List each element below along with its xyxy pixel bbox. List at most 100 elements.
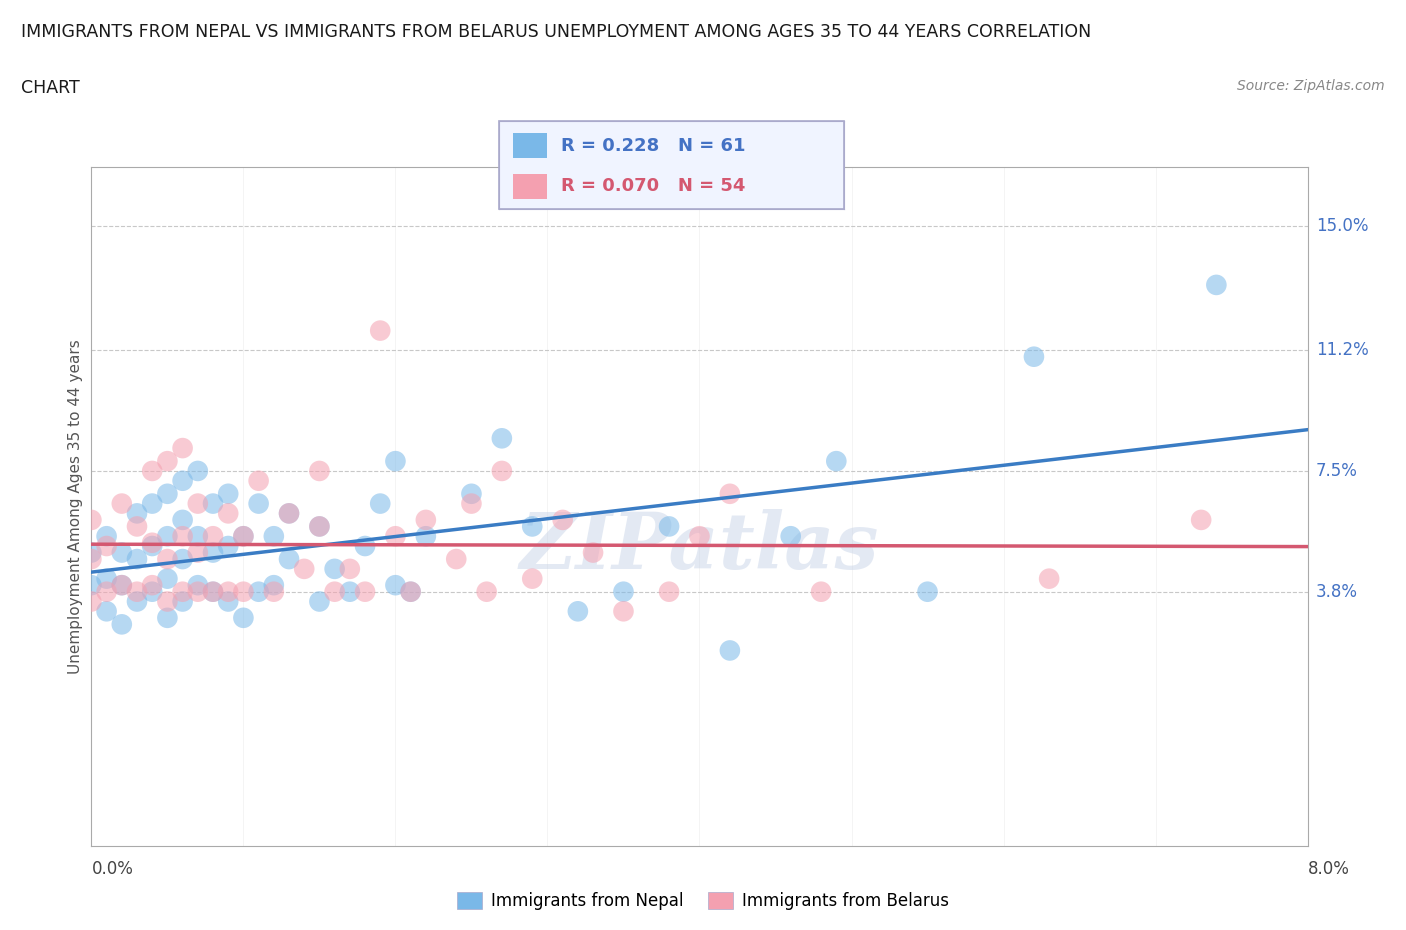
Point — [522, 519, 544, 534]
Point — [247, 584, 270, 599]
Point — [323, 562, 346, 577]
Point — [187, 463, 209, 478]
Bar — [513, 174, 547, 199]
Point — [658, 584, 681, 599]
Point — [156, 594, 179, 609]
Point — [718, 486, 741, 501]
Text: 15.0%: 15.0% — [1316, 217, 1368, 235]
Point — [217, 486, 239, 501]
Point — [1038, 571, 1060, 586]
Point — [217, 584, 239, 599]
Point — [278, 506, 301, 521]
Text: 11.2%: 11.2% — [1316, 341, 1369, 359]
Point — [172, 594, 194, 609]
Text: ZIPatlas: ZIPatlas — [520, 510, 879, 586]
Text: 0.0%: 0.0% — [91, 860, 134, 878]
Text: 8.0%: 8.0% — [1308, 860, 1350, 878]
Point — [111, 578, 134, 592]
Point — [1189, 512, 1212, 527]
Point — [187, 578, 209, 592]
Point — [567, 604, 589, 618]
Point — [217, 506, 239, 521]
Point — [172, 441, 194, 456]
Point — [247, 496, 270, 511]
Point — [172, 584, 194, 599]
Point — [172, 529, 194, 544]
Point — [368, 496, 391, 511]
Point — [308, 519, 330, 534]
Point — [308, 594, 330, 609]
Point — [125, 594, 148, 609]
Point — [415, 512, 437, 527]
Point — [339, 562, 361, 577]
Point — [917, 584, 939, 599]
Point — [111, 617, 134, 631]
Point — [399, 584, 422, 599]
Point — [217, 538, 239, 553]
Bar — [513, 133, 547, 158]
Point — [612, 604, 634, 618]
Point — [96, 584, 118, 599]
Point — [263, 529, 285, 544]
Point — [1205, 277, 1227, 292]
Point — [96, 571, 118, 586]
Point — [172, 551, 194, 566]
Point — [217, 594, 239, 609]
Point — [368, 323, 391, 338]
Point — [339, 584, 361, 599]
Point — [263, 578, 285, 592]
Point — [384, 578, 406, 592]
Point — [415, 529, 437, 544]
Text: CHART: CHART — [21, 79, 80, 97]
Point — [582, 545, 605, 560]
Point — [202, 529, 225, 544]
Point — [80, 545, 103, 560]
Point — [399, 584, 422, 599]
Point — [263, 584, 285, 599]
Point — [172, 473, 194, 488]
Point — [187, 584, 209, 599]
Point — [278, 551, 301, 566]
Point — [187, 529, 209, 544]
Text: IMMIGRANTS FROM NEPAL VS IMMIGRANTS FROM BELARUS UNEMPLOYMENT AMONG AGES 35 TO 4: IMMIGRANTS FROM NEPAL VS IMMIGRANTS FROM… — [21, 23, 1091, 41]
Text: 3.8%: 3.8% — [1316, 583, 1358, 601]
Point — [491, 431, 513, 445]
Legend: Immigrants from Nepal, Immigrants from Belarus: Immigrants from Nepal, Immigrants from B… — [451, 885, 955, 917]
Point — [125, 551, 148, 566]
Point — [141, 538, 163, 553]
Point — [491, 463, 513, 478]
Point — [80, 551, 103, 566]
Point — [187, 545, 209, 560]
Point — [384, 529, 406, 544]
Point — [141, 496, 163, 511]
Point — [658, 519, 681, 534]
Point — [688, 529, 710, 544]
Text: R = 0.070   N = 54: R = 0.070 N = 54 — [561, 178, 745, 195]
Point — [460, 486, 482, 501]
Point — [308, 463, 330, 478]
Point — [202, 545, 225, 560]
Point — [96, 604, 118, 618]
Point — [718, 643, 741, 658]
Point — [141, 578, 163, 592]
Point — [80, 512, 103, 527]
Point — [460, 496, 482, 511]
Point — [156, 454, 179, 469]
Point — [96, 529, 118, 544]
Point — [475, 584, 498, 599]
Point — [232, 529, 254, 544]
Point — [172, 512, 194, 527]
Point — [779, 529, 801, 544]
Point — [80, 594, 103, 609]
Text: Source: ZipAtlas.com: Source: ZipAtlas.com — [1237, 79, 1385, 93]
Point — [232, 610, 254, 625]
Point — [522, 571, 544, 586]
Point — [96, 538, 118, 553]
Point — [551, 512, 574, 527]
Point — [292, 562, 315, 577]
Point — [247, 473, 270, 488]
Point — [444, 551, 467, 566]
Point — [278, 506, 301, 521]
Text: 7.5%: 7.5% — [1316, 462, 1358, 480]
Point — [111, 578, 134, 592]
